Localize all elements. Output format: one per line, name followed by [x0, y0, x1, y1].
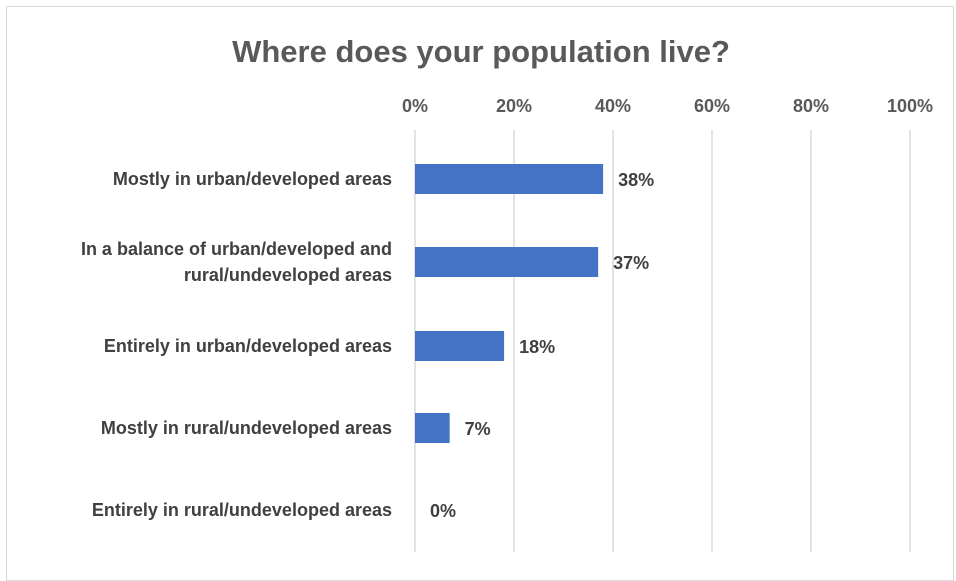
data-labels: 38% 37% 18% 7% 0%: [430, 170, 654, 521]
data-label: 0%: [430, 501, 456, 521]
x-tick-label: 100%: [887, 96, 933, 116]
data-label: 18%: [519, 337, 555, 357]
category-label: Mostly in rural/undeveloped areas: [101, 418, 392, 438]
chart-title: Where does your population live?: [232, 34, 730, 69]
data-label: 37%: [613, 253, 649, 273]
category-label: Mostly in urban/developed areas: [113, 169, 392, 189]
bar: [415, 247, 599, 277]
x-tick-label: 0%: [402, 96, 428, 116]
x-axis-ticks: 0% 20% 40% 60% 80% 100%: [402, 96, 933, 116]
category-labels: Mostly in urban/developed areas In a bala…: [81, 169, 392, 520]
category-label: rural/undeveloped areas: [184, 265, 392, 285]
x-tick-label: 60%: [694, 96, 730, 116]
x-tick-label: 20%: [496, 96, 532, 116]
gridlines: [414, 130, 911, 552]
bars: [415, 164, 604, 443]
category-label: In a balance of urban/developed and: [81, 239, 392, 259]
bar: [415, 164, 604, 194]
x-tick-label: 80%: [793, 96, 829, 116]
x-tick-label: 40%: [595, 96, 631, 116]
chart-frame: [6, 6, 954, 581]
category-label: Entirely in rural/undeveloped areas: [92, 500, 392, 520]
data-label: 38%: [618, 170, 654, 190]
bar: [415, 413, 450, 443]
bar: [415, 331, 505, 361]
category-label: Entirely in urban/developed areas: [104, 336, 392, 356]
data-label: 7%: [465, 419, 491, 439]
